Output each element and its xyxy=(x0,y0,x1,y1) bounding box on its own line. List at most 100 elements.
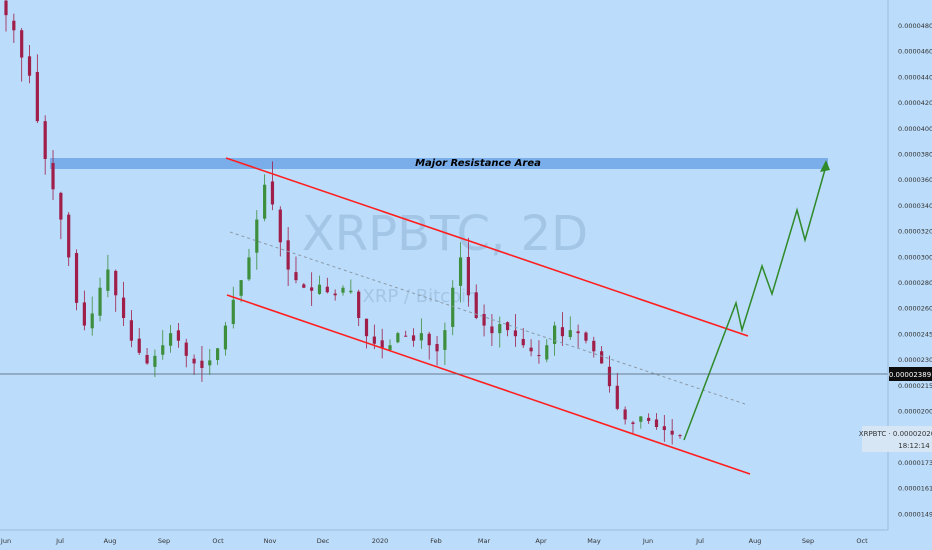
candle-body xyxy=(349,290,353,293)
resistance-band xyxy=(50,158,828,169)
candle-body xyxy=(545,345,549,360)
candle-body xyxy=(98,287,102,316)
candle-body xyxy=(294,272,298,281)
candle-body xyxy=(372,336,376,344)
candle-body xyxy=(74,253,79,303)
candle-body xyxy=(310,287,314,291)
candle-body xyxy=(59,192,63,220)
candle-body xyxy=(325,286,329,293)
channel-midline xyxy=(229,231,749,406)
candle-body xyxy=(623,409,627,420)
candle-body xyxy=(176,330,181,341)
candle-body xyxy=(584,332,588,341)
symbol-watermark: XRPBTC, 2D xyxy=(302,206,588,262)
candle-body xyxy=(419,333,423,341)
candle-body xyxy=(67,214,71,258)
x-tick-label: Aug xyxy=(104,537,117,545)
candle-body xyxy=(474,292,478,318)
candle-body xyxy=(231,299,235,325)
candle-body xyxy=(341,287,345,293)
x-tick-label: Oct xyxy=(212,537,224,545)
candle-body xyxy=(490,326,494,334)
candle-body xyxy=(443,330,447,350)
candle-body xyxy=(278,209,282,243)
candle-body xyxy=(121,297,126,318)
x-tick-label: 2020 xyxy=(372,537,389,545)
candle-body xyxy=(168,333,173,346)
candle-body xyxy=(90,313,94,329)
candle-body xyxy=(43,121,47,159)
candle-body xyxy=(302,284,306,288)
candle-body xyxy=(270,181,275,205)
candle-body xyxy=(380,340,384,349)
candle-body xyxy=(317,284,322,294)
candle-body xyxy=(4,0,8,16)
projection-path xyxy=(683,165,827,441)
candle-body xyxy=(239,280,243,296)
candle-body xyxy=(435,343,439,352)
channel-upper-line xyxy=(225,157,749,337)
candle-body xyxy=(615,385,619,409)
x-tick-label: Jul xyxy=(55,537,64,545)
x-tick-label: Nov xyxy=(264,537,277,545)
candle-body xyxy=(388,345,392,351)
candle-body xyxy=(20,30,24,58)
candle-body xyxy=(576,331,580,334)
x-tick-label: Apr xyxy=(535,537,547,545)
candle-body xyxy=(529,347,533,352)
ticker-badge xyxy=(862,426,932,452)
candle-body xyxy=(670,430,674,435)
x-axis: Jun Jul Aug Sep Oct Nov Dec 2020 Feb Mar Apr May Jun… xyxy=(0,537,868,545)
candle-body xyxy=(411,335,416,341)
candle-body xyxy=(498,324,502,334)
candle-body xyxy=(153,355,157,367)
x-tick-label: Dec xyxy=(317,537,330,545)
candles xyxy=(4,0,682,445)
candle-body xyxy=(192,358,196,364)
candle-body xyxy=(568,330,572,338)
candle-body xyxy=(521,338,525,346)
candle-body xyxy=(451,287,455,327)
candle-body xyxy=(208,360,212,366)
candle-body xyxy=(537,355,541,357)
ticker-text: XRPBTC · 0.00002020 xyxy=(859,430,932,438)
candle-body xyxy=(404,335,408,337)
candle-body xyxy=(35,71,39,122)
candle-body xyxy=(12,20,16,31)
candle-body xyxy=(647,417,651,421)
candle-body xyxy=(137,338,141,353)
channel-lower-line xyxy=(226,294,751,475)
candle-body xyxy=(51,162,55,190)
candle-body xyxy=(607,366,612,387)
candle-body xyxy=(466,256,470,296)
sub-watermark: XRP / Bitcoin xyxy=(363,286,478,307)
x-tick-label: Jun xyxy=(642,537,653,545)
candle-body xyxy=(223,325,228,350)
candle-body xyxy=(286,240,290,270)
candle-body xyxy=(357,291,361,318)
candle-body xyxy=(662,426,666,431)
candle-body xyxy=(82,302,86,326)
candle-body xyxy=(27,56,32,76)
candle-body xyxy=(396,333,400,343)
x-tick-label: Aug xyxy=(749,537,762,545)
candle-body xyxy=(458,257,463,286)
candle-body xyxy=(161,345,165,355)
x-tick-label: Feb xyxy=(430,537,442,545)
